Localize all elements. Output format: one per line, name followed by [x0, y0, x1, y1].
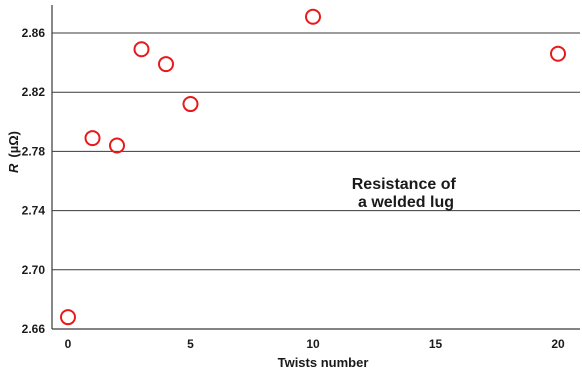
- data-point: [305, 8, 321, 25]
- x-tick-label: 0: [65, 337, 72, 351]
- gridlines: [52, 32, 580, 271]
- annotation-line-2: a welded lug: [358, 194, 454, 211]
- y-tick-label: 2.86: [22, 26, 46, 40]
- data-point: [133, 41, 150, 58]
- y-tick-label: 2.78: [22, 144, 46, 158]
- y-tick-label: 2.82: [22, 85, 46, 99]
- chart-annotation: Resistance of a welded lug: [352, 176, 461, 211]
- x-tick-labels: 0 5 10 15 20: [65, 337, 565, 351]
- x-axis-title: Twists number: [278, 355, 369, 370]
- data-point: [158, 56, 174, 73]
- x-tick-label: 20: [551, 337, 565, 351]
- data-point: [109, 137, 125, 154]
- x-tick-label: 15: [429, 337, 443, 351]
- y-tick-labels: 2.66 2.70 2.74 2.78 2.82 2.86: [22, 26, 46, 336]
- y-tick-label: 2.74: [22, 204, 46, 218]
- y-tick-label: 2.66: [22, 322, 46, 336]
- x-tick-label: 5: [187, 337, 194, 351]
- axes: [51, 5, 580, 330]
- annotation-line-1: Resistance of: [352, 176, 457, 193]
- data-point: [84, 130, 101, 147]
- data-points: [60, 8, 566, 326]
- x-tick-label: 10: [306, 337, 320, 351]
- y-tick-label: 2.70: [22, 263, 46, 277]
- y-axis-title: R (µΩ): [6, 131, 21, 173]
- data-point: [182, 96, 199, 113]
- data-point: [60, 309, 76, 326]
- y-axis-unit: (µΩ): [6, 131, 21, 158]
- y-axis-symbol: R: [6, 163, 21, 173]
- data-point: [550, 45, 566, 62]
